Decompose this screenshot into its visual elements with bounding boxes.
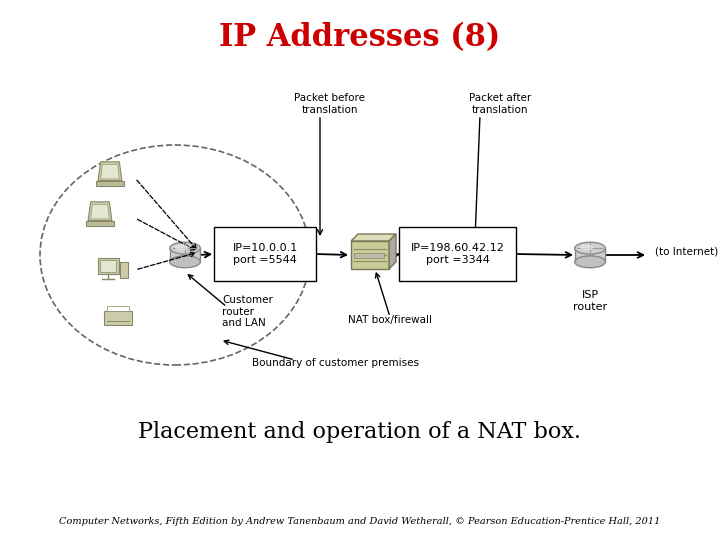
Ellipse shape [170, 256, 200, 268]
Ellipse shape [575, 256, 606, 268]
Text: IP=10.0.0.1
port =5544: IP=10.0.0.1 port =5544 [233, 243, 297, 265]
Text: ISP
router: ISP router [573, 290, 607, 312]
FancyBboxPatch shape [214, 227, 316, 281]
FancyBboxPatch shape [97, 258, 119, 274]
FancyBboxPatch shape [104, 310, 132, 326]
Polygon shape [389, 234, 396, 269]
Ellipse shape [575, 242, 606, 254]
Text: Computer Networks, Fifth Edition by Andrew Tanenbaum and David Wetherall, © Pear: Computer Networks, Fifth Edition by Andr… [59, 517, 661, 526]
Polygon shape [351, 234, 396, 241]
FancyBboxPatch shape [170, 248, 200, 262]
Text: Boundary of customer premises: Boundary of customer premises [251, 358, 418, 368]
FancyBboxPatch shape [575, 248, 606, 262]
Ellipse shape [170, 242, 200, 254]
Polygon shape [98, 162, 122, 180]
FancyBboxPatch shape [351, 241, 389, 269]
FancyBboxPatch shape [354, 253, 384, 258]
Polygon shape [91, 205, 109, 219]
Ellipse shape [580, 245, 593, 251]
FancyBboxPatch shape [107, 306, 129, 310]
Polygon shape [101, 164, 120, 179]
Text: Placement and operation of a NAT box.: Placement and operation of a NAT box. [138, 421, 582, 443]
FancyBboxPatch shape [120, 262, 127, 278]
Text: IP=198.60.42.12
port =3344: IP=198.60.42.12 port =3344 [410, 243, 505, 265]
Polygon shape [88, 202, 112, 220]
Text: (to Internet): (to Internet) [655, 246, 719, 256]
Text: Packet after
translation: Packet after translation [469, 93, 531, 115]
FancyBboxPatch shape [100, 260, 116, 272]
FancyBboxPatch shape [96, 180, 124, 186]
Text: Customer
router
and LAN: Customer router and LAN [222, 295, 273, 328]
FancyBboxPatch shape [86, 220, 114, 226]
Ellipse shape [175, 245, 189, 251]
Text: NAT box/firewall: NAT box/firewall [348, 315, 432, 325]
Text: Packet before
translation: Packet before translation [294, 93, 366, 115]
Text: IP Addresses (8): IP Addresses (8) [220, 23, 500, 53]
FancyBboxPatch shape [399, 227, 516, 281]
